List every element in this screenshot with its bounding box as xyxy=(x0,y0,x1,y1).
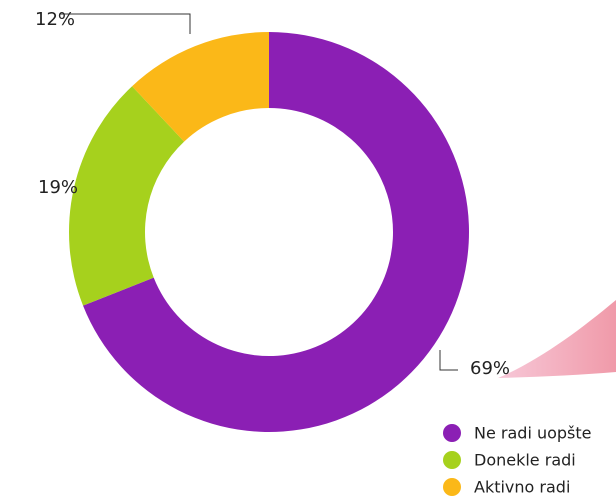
leader-line xyxy=(60,13,191,34)
legend-swatch xyxy=(443,478,461,496)
legend-label: Ne radi uopšte xyxy=(474,424,592,443)
legend-label: Donekle radi xyxy=(474,451,576,470)
data-label: 69% xyxy=(470,358,510,379)
data-label: 19% xyxy=(38,177,78,198)
slice xyxy=(69,86,185,306)
slice xyxy=(132,31,269,142)
data-label: 12% xyxy=(35,9,75,30)
legend-swatch xyxy=(443,424,461,442)
leader-line xyxy=(439,350,458,371)
legend-swatch xyxy=(443,451,461,469)
decoration xyxy=(498,300,616,378)
donut xyxy=(69,31,469,432)
slice xyxy=(83,32,469,432)
legend-label: Aktivno radi xyxy=(474,478,570,497)
